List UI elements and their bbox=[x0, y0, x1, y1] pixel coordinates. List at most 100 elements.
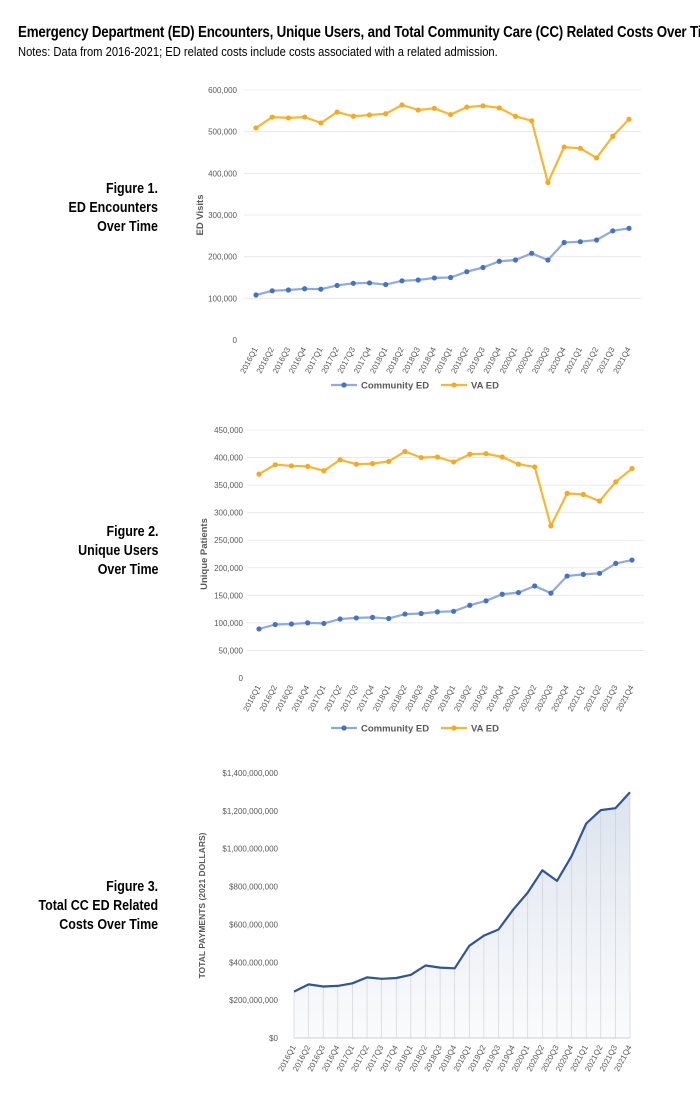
fig3-series-line bbox=[293, 791, 631, 993]
fig2-data-point bbox=[386, 458, 392, 465]
fig2-data-point bbox=[418, 454, 424, 461]
fig2-legend-marker bbox=[451, 725, 457, 731]
fig1-data-point bbox=[496, 105, 502, 111]
fig3-y-tick-label: $600,000,000 bbox=[229, 920, 278, 929]
fig2-data-point bbox=[386, 615, 392, 622]
fig2-data-point bbox=[272, 621, 278, 628]
fig2-data-point bbox=[337, 616, 343, 622]
fig2-y-tick-label: 150,000 bbox=[214, 591, 243, 600]
fig1-data-point bbox=[561, 144, 567, 150]
fig1-data-point bbox=[626, 116, 632, 122]
fig1-data-point bbox=[431, 105, 437, 111]
fig1-data-point bbox=[285, 115, 292, 121]
figure-3-label: Figure 3. Total CC ED Related Costs Over… bbox=[38, 878, 158, 935]
fig1-data-point bbox=[593, 155, 600, 161]
fig1-data-point bbox=[626, 225, 632, 231]
fig1-data-point bbox=[545, 257, 551, 263]
fig2-data-point bbox=[483, 451, 489, 457]
fig2-data-point bbox=[402, 611, 408, 617]
page-title: Emergency Department (ED) Encounters, Un… bbox=[18, 24, 700, 41]
figure-1-label: Figure 1. ED Encounters Over Time bbox=[69, 180, 158, 237]
fig2-data-point bbox=[548, 523, 554, 529]
fig2-data-point bbox=[288, 621, 295, 627]
figure-3-label-line: Total CC ED Related bbox=[38, 898, 158, 914]
fig1-legend-label: Community ED bbox=[361, 381, 429, 392]
fig1-data-point bbox=[334, 109, 340, 115]
fig1-legend-label: VA ED bbox=[471, 381, 499, 392]
fig1-data-point bbox=[415, 277, 421, 283]
figure-2-line-chart: 0 50,000 100,000 150,000 200,000 250,000 300,0… bbox=[199, 426, 644, 735]
fig2-y-tick-label: 450,000 bbox=[214, 426, 243, 435]
fig1-data-point bbox=[448, 274, 454, 281]
fig2-legend-label: VA ED bbox=[471, 724, 499, 735]
fig2-data-point bbox=[629, 557, 635, 563]
fig1-data-point bbox=[302, 114, 308, 120]
fig2-data-point bbox=[418, 610, 424, 617]
fig2-series-line bbox=[258, 559, 633, 631]
fig1-y-tick-label: 200,000 bbox=[208, 253, 237, 262]
fig1-legend-marker bbox=[451, 382, 457, 388]
fig1-data-point bbox=[253, 125, 259, 131]
fig1-data-point bbox=[610, 133, 616, 139]
fig1-y-tick-label: 400,000 bbox=[208, 169, 237, 178]
fig1-data-point bbox=[431, 275, 437, 281]
figure-3-label-line: Costs Over Time bbox=[59, 917, 158, 933]
figure-2-label-line: Over Time bbox=[97, 562, 158, 578]
fig1-y-tick-label: 0 bbox=[233, 336, 238, 345]
fig2-data-point bbox=[337, 457, 343, 463]
fig1-data-point bbox=[496, 258, 502, 264]
fig2-data-point bbox=[532, 583, 538, 589]
fig1-data-point bbox=[383, 111, 389, 117]
fig1-y-tick-label: 300,000 bbox=[208, 211, 237, 220]
fig1-data-point bbox=[610, 228, 616, 234]
fig2-legend-marker bbox=[341, 725, 347, 731]
fig2-data-point bbox=[499, 591, 505, 597]
fig1-data-point bbox=[512, 257, 519, 263]
fig1-data-point bbox=[464, 269, 470, 275]
fig2-data-point bbox=[434, 454, 440, 460]
fig2-data-point bbox=[321, 468, 327, 474]
figure-1-label-line: ED Encounters bbox=[68, 200, 158, 216]
fig3-y-tick-label: $1,000,000,000 bbox=[222, 845, 278, 854]
figure-3-label-line: Figure 3. bbox=[106, 879, 158, 895]
fig2-data-point bbox=[402, 448, 408, 455]
fig1-data-point bbox=[399, 102, 405, 108]
fig2-y-tick-label: 100,000 bbox=[214, 619, 243, 628]
page-notes: Notes: Data from 2016-2021; ED related c… bbox=[18, 44, 498, 59]
figure-1-label-line: Figure 1. bbox=[106, 181, 158, 197]
fig2-data-point bbox=[580, 571, 586, 577]
fig1-data-point bbox=[529, 250, 535, 256]
fig1-data-point bbox=[350, 113, 356, 119]
fig2-data-point bbox=[613, 479, 619, 485]
fig1-y-tick-label: 500,000 bbox=[208, 128, 237, 137]
fig2-data-point bbox=[629, 465, 635, 472]
fig2-y-tick-label: 400,000 bbox=[214, 454, 243, 463]
fig2-data-point bbox=[353, 461, 359, 467]
fig2-data-point bbox=[515, 589, 522, 596]
fig1-data-point bbox=[545, 179, 551, 186]
fig2-y-tick-label: 200,000 bbox=[214, 564, 243, 573]
fig1-data-point bbox=[415, 107, 421, 113]
fig1-data-point bbox=[464, 104, 470, 110]
fig2-y-tick-label: 350,000 bbox=[214, 481, 243, 490]
fig1-data-point bbox=[318, 286, 324, 292]
fig2-data-point bbox=[451, 459, 457, 465]
fig1-data-point bbox=[593, 237, 600, 243]
fig1-data-point bbox=[366, 280, 373, 286]
fig2-data-point bbox=[272, 462, 278, 468]
fig2-legend-label: Community ED bbox=[361, 724, 429, 735]
fig2-data-point bbox=[596, 498, 603, 504]
fig1-data-point bbox=[480, 103, 486, 109]
fig3-y-tick-label: $400,000,000 bbox=[229, 958, 278, 967]
figure-2-label-line: Unique Users bbox=[77, 543, 158, 559]
fig1-data-point bbox=[302, 286, 308, 292]
figure-2-label-line: Figure 2. bbox=[106, 524, 158, 540]
fig2-data-point bbox=[321, 620, 327, 627]
fig2-data-point bbox=[434, 609, 440, 615]
fig2-series-line bbox=[258, 450, 633, 528]
fig2-data-point bbox=[369, 461, 376, 467]
fig1-data-point bbox=[529, 118, 535, 124]
fig3-y-axis-title: TOTAL PAYMENTS (2021 DOLLARS) bbox=[197, 832, 207, 978]
fig3-y-tick-label: $800,000,000 bbox=[229, 883, 278, 892]
